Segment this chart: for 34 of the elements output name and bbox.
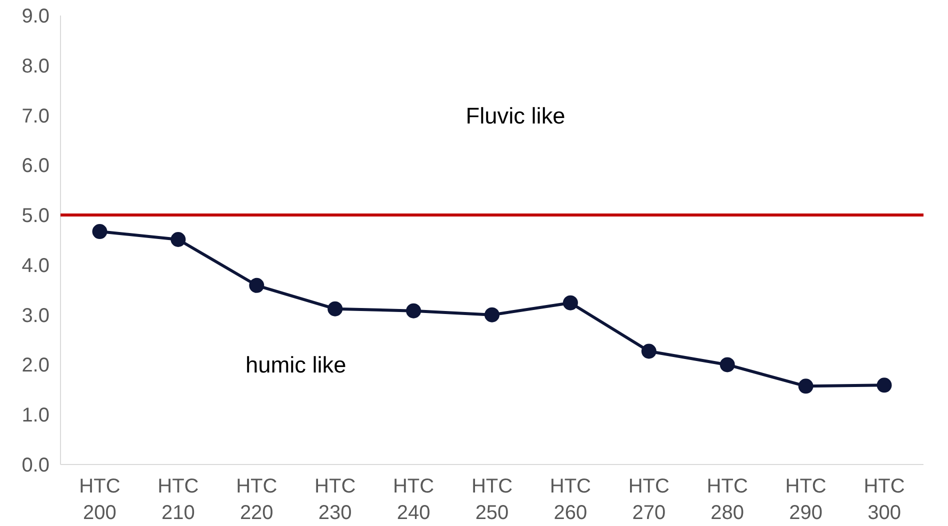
- y-tick-label: 8.0: [22, 55, 50, 78]
- y-tick-label: 1.0: [22, 404, 50, 427]
- y-tick-label: 3.0: [22, 304, 50, 327]
- x-tick-label: HTC 210: [158, 476, 199, 524]
- point: [328, 301, 343, 316]
- x-tick-label: HTC 300: [864, 476, 905, 524]
- point: [641, 344, 656, 359]
- y-tick-label: 2.0: [22, 354, 50, 377]
- point: [562, 295, 578, 310]
- y-tick-label: 5.0: [22, 205, 50, 228]
- annotation: Fluvic like: [466, 102, 566, 128]
- y-tick-label: 4.0: [22, 254, 50, 277]
- annotation: humic like: [246, 352, 346, 378]
- point: [484, 307, 500, 322]
- point: [406, 303, 422, 318]
- y-tick-label: 6.0: [22, 155, 50, 178]
- point: [798, 378, 814, 394]
- x-tick-label: HTC 250: [471, 476, 513, 524]
- x-tick-label: HTC 200: [79, 476, 120, 524]
- point: [720, 357, 735, 372]
- y-tick-label: 9.0: [22, 6, 50, 28]
- x-tick-label: HTC 280: [706, 476, 748, 524]
- x-tick-label: HTC 260: [550, 476, 592, 524]
- x-tick-label: HTC 220: [236, 476, 278, 524]
- x-tick-label: HTC 270: [628, 476, 670, 524]
- point: [170, 232, 186, 247]
- y-tick-label: 7.0: [22, 105, 50, 128]
- point: [92, 224, 108, 240]
- x-tick-label: HTC 240: [392, 476, 434, 524]
- point: [876, 378, 892, 393]
- x-tick-label: HTC 230: [314, 476, 356, 524]
- point: [249, 278, 264, 293]
- x-tick-label: HTC 290: [785, 476, 826, 524]
- y-tick-label: 0.0: [22, 454, 50, 476]
